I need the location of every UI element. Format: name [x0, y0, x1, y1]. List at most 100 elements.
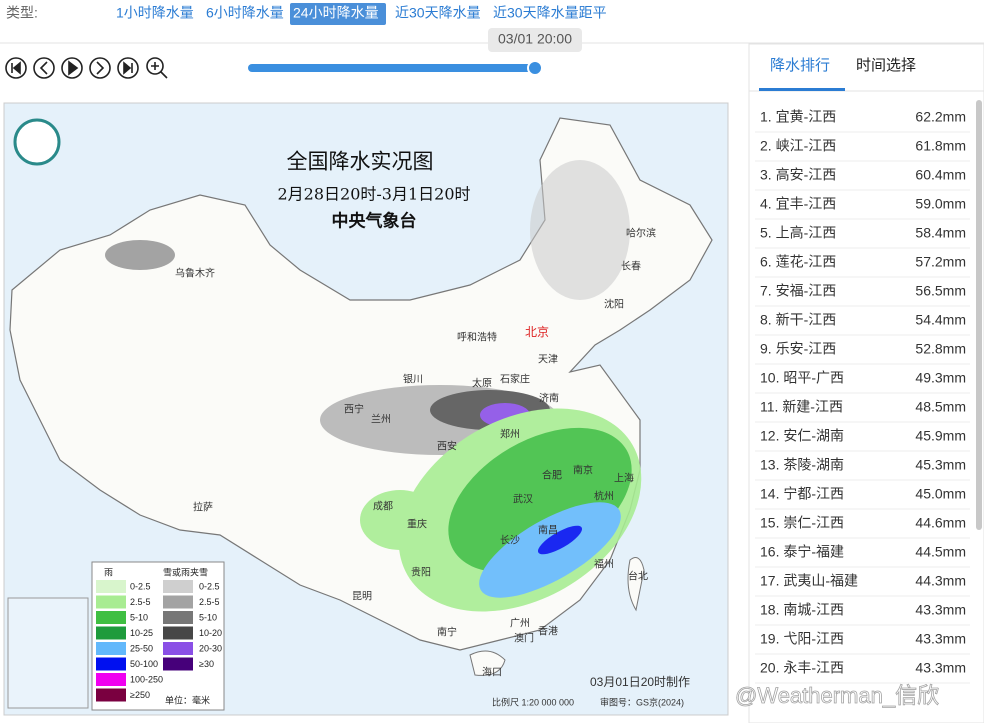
- legend-swatch: [96, 673, 126, 686]
- city-label: 澳门: [514, 632, 534, 645]
- watermark: @Weatherman_信欣: [735, 683, 939, 708]
- city-label: 长沙: [500, 535, 520, 547]
- station: 6. 莲花-江西: [760, 254, 836, 270]
- city-label: 昆明: [352, 591, 372, 603]
- amount: 56.5mm: [915, 283, 966, 299]
- legend-label: 10-20: [199, 628, 222, 638]
- tab[interactable]: 1小时降水量: [116, 5, 194, 21]
- legend-swatch: [163, 611, 193, 624]
- first-button[interactable]: [5, 57, 27, 79]
- amount: 45.9mm: [915, 428, 966, 444]
- slider-handle[interactable]: [527, 60, 543, 76]
- station: 13. 茶陵-湖南: [760, 457, 844, 473]
- station: 3. 高安-江西: [760, 167, 836, 183]
- city-label: 呼和浩特: [457, 332, 497, 344]
- station: 15. 崇仁-江西: [760, 515, 844, 531]
- ranking-list: 1. 宜黄-江西 62.2mm 2. 峡江-江西 61.8mm 3. 高安-江西 60.4…: [755, 109, 970, 684]
- amount: 57.2mm: [915, 254, 966, 270]
- city-label: 合肥: [542, 469, 562, 482]
- legend-swatch: [163, 657, 193, 671]
- prev-button[interactable]: [33, 57, 55, 79]
- amount: 48.5mm: [915, 399, 966, 415]
- station: 16. 泰宁-福建: [760, 544, 844, 560]
- legend-swatch: [163, 642, 193, 655]
- next-button[interactable]: [89, 57, 111, 79]
- city-label: 南昌: [538, 524, 558, 537]
- tooltip-text: 03/01 20:00: [498, 31, 572, 47]
- city-label: 上海: [614, 472, 634, 485]
- slider-track[interactable]: [248, 64, 538, 72]
- city-label: 成都: [373, 501, 393, 513]
- inset-map: [7, 597, 89, 709]
- tab[interactable]: 近30天降水量距平: [493, 5, 607, 21]
- station: 18. 南城-江西: [760, 602, 844, 618]
- station: 17. 武夷山-福建: [760, 573, 858, 589]
- legend-rain-title: 雨: [104, 567, 113, 577]
- amount: 62.2mm: [915, 109, 966, 125]
- amount: 45.0mm: [915, 486, 966, 502]
- amount: 43.3mm: [915, 602, 966, 618]
- legend-label: ≥250: [130, 690, 150, 700]
- amount: 43.3mm: [915, 660, 966, 676]
- logo: [13, 118, 61, 166]
- tab[interactable]: 24小时降水量: [293, 5, 379, 21]
- map-period: 2月28日20时-3月1日20时: [277, 185, 470, 204]
- icon: [151, 62, 168, 79]
- last-button[interactable]: [117, 57, 139, 79]
- hainan: [469, 650, 506, 676]
- legend-label: 2.5-5: [130, 597, 151, 607]
- legend-swatch: [163, 595, 193, 609]
- legend-label: 20-30: [199, 643, 222, 653]
- panel-tab[interactable]: 降水排行: [770, 57, 830, 74]
- city-label: 福州: [594, 558, 614, 571]
- amount: 43.3mm: [915, 631, 966, 647]
- tab[interactable]: 近30天降水量: [395, 5, 481, 21]
- map-title: 全国降水实况图: [287, 150, 434, 174]
- amount: 54.4mm: [915, 312, 966, 328]
- legend-swatch: [96, 642, 126, 655]
- map-agency: 中央气象台: [332, 210, 417, 230]
- legend-swatch: [96, 611, 126, 624]
- city-label: 北京: [525, 325, 549, 339]
- legend-unit: 单位：毫米: [165, 694, 210, 705]
- amount: 60.4mm: [915, 167, 966, 183]
- station: 9. 乐安-江西: [760, 341, 836, 357]
- legend-swatch: [96, 657, 126, 671]
- city-label: 重庆: [407, 518, 427, 531]
- station: 12. 安仁-湖南: [760, 428, 844, 444]
- legend-swatch: [96, 595, 126, 609]
- city-label: 哈尔滨: [626, 227, 656, 240]
- city-label: 香港: [538, 626, 558, 638]
- rain-area: [537, 525, 583, 555]
- side-panel: [748, 43, 984, 723]
- legend-label: 0-2.5: [199, 581, 220, 591]
- scrollbar[interactable]: [976, 100, 982, 530]
- legend-label: 10-25: [130, 628, 153, 638]
- rain-area: [360, 490, 440, 550]
- controls[interactable]: [5, 57, 168, 79]
- station: 10. 昭平-广西: [760, 370, 844, 386]
- legend-snow-title: 雪或雨夹雪: [163, 566, 208, 577]
- legend-swatch: [163, 626, 193, 640]
- city-label: 天津: [538, 354, 558, 366]
- icon: [11, 61, 21, 75]
- scale-note: 比例尺 1:20 000 000: [492, 696, 574, 707]
- legend-label: 2.5-5: [199, 597, 220, 607]
- legend-label: 5-10: [199, 612, 217, 622]
- city-label: 石家庄: [500, 373, 530, 386]
- city-label: 拉萨: [193, 501, 213, 514]
- station: 1. 宜黄-江西: [760, 109, 836, 125]
- panel-tab[interactable]: 时间选择: [856, 57, 916, 74]
- zoom-button[interactable]: [146, 57, 164, 75]
- legend-items: 0-2.5 2.5-5 5-10 10-25 25-50 50-100 100-250 ≥25…: [96, 580, 222, 702]
- tooltip: [488, 28, 582, 52]
- amount: 58.4mm: [915, 225, 966, 241]
- approval-note: 审图号：GS京(2024): [600, 696, 684, 707]
- tab[interactable]: 6小时降水量: [206, 5, 284, 21]
- city-label: 海口: [482, 666, 502, 679]
- play-button[interactable]: [61, 57, 83, 79]
- city-label: 南宁: [437, 626, 457, 639]
- legend-label: ≥30: [199, 659, 214, 669]
